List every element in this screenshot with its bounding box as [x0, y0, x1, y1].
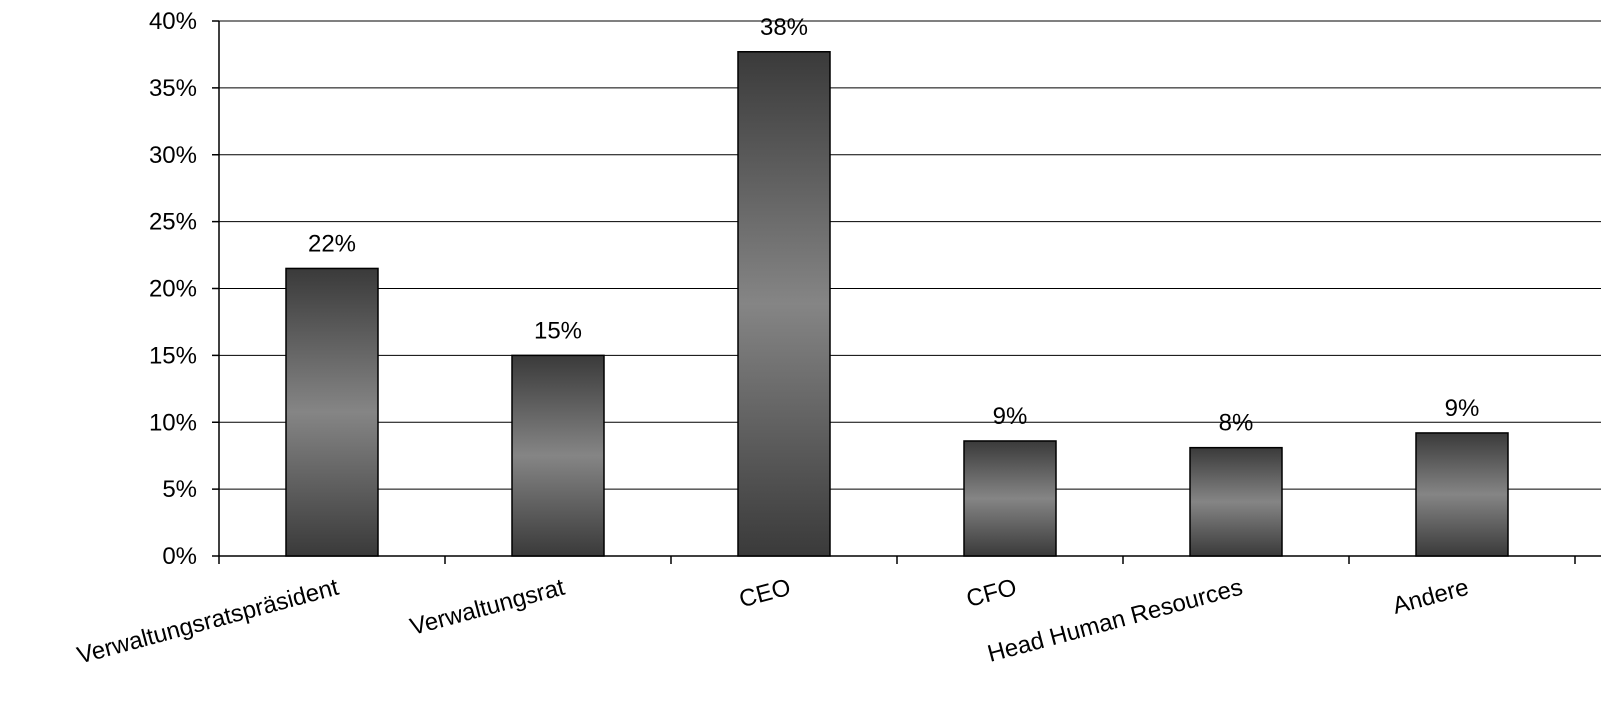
x-category-label: CFO — [964, 574, 1020, 613]
gridlines — [219, 20, 1601, 490]
x-category-label: Head Human Resources — [985, 574, 1246, 668]
y-tick-label: 40% — [149, 8, 197, 35]
y-tick-label: 0% — [162, 543, 197, 570]
y-tick-label: 5% — [162, 476, 197, 503]
bar — [1189, 446, 1283, 557]
x-category-label: CEO — [736, 574, 793, 614]
data-label: 15% — [534, 317, 582, 344]
bar — [1415, 432, 1509, 557]
y-tick-label: 10% — [149, 409, 197, 436]
axes — [212, 20, 1601, 564]
bar — [511, 354, 605, 557]
x-category-label: Verwaltungsrat — [407, 574, 568, 641]
y-tick-label: 35% — [149, 75, 197, 102]
data-label: 38% — [760, 14, 808, 41]
data-label: 9% — [1445, 395, 1480, 422]
x-category-label: Andere — [1390, 574, 1472, 620]
data-label: 8% — [1219, 410, 1254, 437]
data-label: 9% — [993, 403, 1028, 430]
y-tick-label: 20% — [149, 276, 197, 303]
y-tick-label: 30% — [149, 142, 197, 169]
bar — [737, 51, 831, 557]
y-axis-tick-labels: 0% 5% 10% 15% 20% 25% 30% 35% 40% — [149, 8, 197, 570]
data-label: 22% — [308, 230, 356, 257]
bars — [285, 51, 1509, 557]
y-tick-label: 25% — [149, 209, 197, 236]
x-axis-category-labels: Verwaltungsratspräsident Verwaltungsrat CE… — [74, 574, 1471, 670]
y-tick-label: 15% — [149, 342, 197, 369]
x-category-label: Verwaltungsratspräsident — [74, 574, 342, 670]
data-labels: 22% 15% 38% 9% 8% 9% — [308, 14, 1479, 437]
bar — [963, 440, 1057, 557]
bar — [285, 267, 379, 557]
